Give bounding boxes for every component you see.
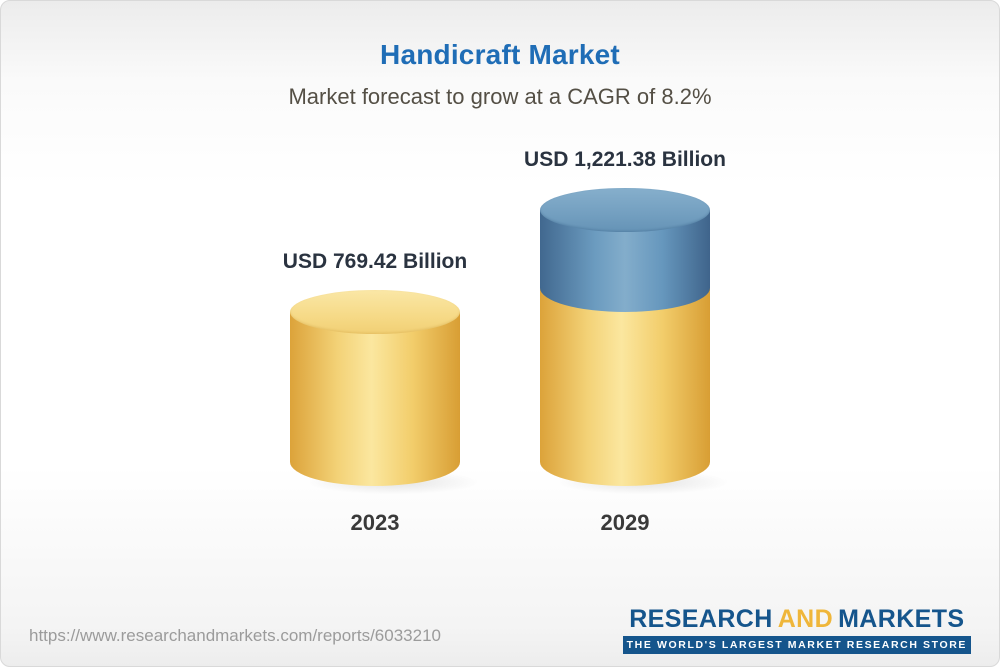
brand-logo-tagline: THE WORLD'S LARGEST MARKET RESEARCH STOR… (622, 636, 971, 654)
chart-subtitle: Market forecast to grow at a CAGR of 8.2… (288, 84, 712, 109)
logo-word-markets: MARKETS (838, 605, 965, 633)
year-label-2023: 2023 (350, 510, 400, 535)
logo-word-research: RESEARCH (629, 605, 773, 633)
brand-logo-wordmark: RESEARCH AND MARKETS (623, 607, 971, 632)
bar-group-2023: USD 769.42 Billion 2023 (255, 250, 495, 536)
value-label-2029: USD 1,221.38 Billion (524, 148, 726, 171)
cylinder-2023-top-cap (290, 290, 460, 334)
logo-word-and: AND (777, 605, 834, 633)
brand-logo[interactable]: RESEARCH AND MARKETS THE WORLD'S LARGEST M… (622, 607, 971, 654)
year-label-2029: 2029 (600, 510, 650, 535)
bar-group-2029: USD 1,221.38 Billion 2029 (505, 148, 745, 536)
plot-area: USD 769.42 Billion 2023 USD 1,221.38 Bil… (1, 116, 999, 536)
value-label-2023: USD 769.42 Billion (282, 250, 468, 273)
cylinder-2023 (290, 290, 482, 495)
source-url-link[interactable]: https://www.researchandmarkets.com/repor… (29, 626, 441, 645)
cylinder-2023-base-segment (290, 312, 460, 486)
cylinder-2029 (540, 188, 732, 495)
chart-footer: https://www.researchandmarkets.com/repor… (1, 596, 999, 666)
chart-header: Handicraft Market Market forecast to gro… (1, 1, 999, 110)
chart-title: Handicraft Market (380, 39, 620, 70)
cylinder-2029-top-cap (540, 188, 710, 232)
